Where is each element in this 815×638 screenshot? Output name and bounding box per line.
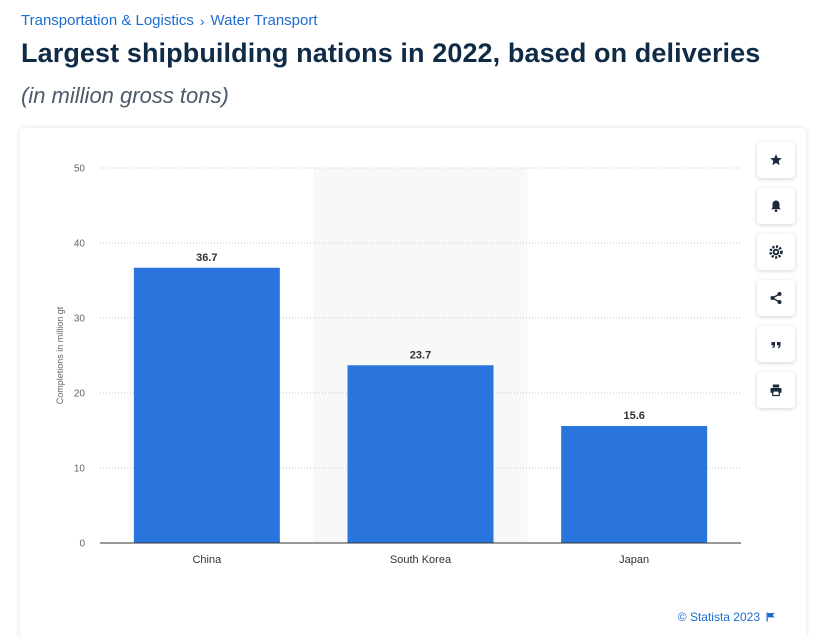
cite-button[interactable] bbox=[757, 326, 795, 362]
share-button[interactable] bbox=[757, 280, 795, 316]
print-button[interactable] bbox=[757, 372, 795, 408]
gear-icon bbox=[769, 245, 783, 259]
data-label: 15.6 bbox=[623, 410, 644, 422]
breadcrumb-link-transportation[interactable]: Transportation & Logistics bbox=[21, 12, 194, 29]
copyright-footer: © Statista 2023 bbox=[678, 610, 775, 624]
data-label: 36.7 bbox=[196, 252, 217, 264]
settings-button[interactable] bbox=[757, 234, 795, 270]
quote-icon bbox=[771, 342, 781, 349]
y-tick-label: 0 bbox=[79, 539, 85, 550]
bar-chart: 0 10 20 30 40 50 Completions in million gt 36.7… bbox=[55, 164, 741, 566]
y-axis-title: Completions in million gt bbox=[55, 306, 65, 404]
bell-icon bbox=[771, 200, 781, 213]
x-tick-label: Japan bbox=[619, 554, 649, 566]
breadcrumb-link-water-transport[interactable]: Water Transport bbox=[210, 12, 318, 29]
y-tick-label: 50 bbox=[74, 164, 86, 175]
copyright-text[interactable]: © Statista 2023 bbox=[677, 610, 760, 624]
bar[interactable] bbox=[561, 426, 708, 543]
x-tick-label: China bbox=[192, 554, 222, 566]
y-tick-label: 30 bbox=[74, 314, 86, 325]
chart-card: 0 10 20 30 40 50 Completions in million gt 36.7… bbox=[20, 128, 806, 638]
x-tick-label: South Korea bbox=[390, 554, 452, 566]
notification-button[interactable] bbox=[757, 188, 795, 224]
y-tick-label: 20 bbox=[74, 389, 86, 400]
data-label: 23.7 bbox=[410, 349, 431, 361]
y-tick-label: 40 bbox=[74, 239, 86, 250]
print-icon bbox=[770, 384, 782, 397]
breadcrumb: Transportation & Logistics › Water Trans… bbox=[21, 12, 318, 29]
page-subtitle: (in million gross tons) bbox=[21, 83, 229, 108]
breadcrumb-separator: › bbox=[199, 12, 205, 29]
star-icon bbox=[770, 154, 782, 166]
bar[interactable] bbox=[133, 267, 280, 543]
favorite-button[interactable] bbox=[757, 142, 795, 178]
flag-icon[interactable] bbox=[766, 612, 775, 622]
bar[interactable] bbox=[347, 365, 494, 543]
y-tick-label: 10 bbox=[74, 464, 86, 475]
share-icon bbox=[770, 292, 782, 304]
page-title: Largest shipbuilding nations in 2022, ba… bbox=[21, 38, 761, 68]
